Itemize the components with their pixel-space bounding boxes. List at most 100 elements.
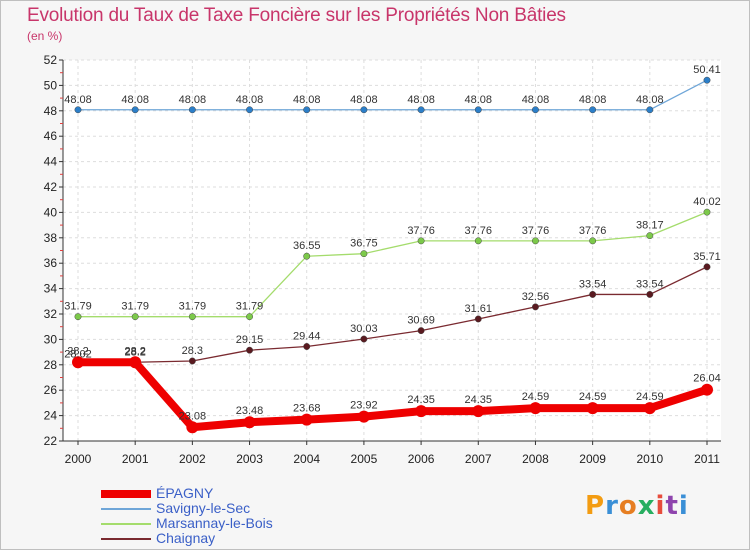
y-tick-label: 38 — [44, 231, 58, 245]
data-label: 48.08 — [293, 94, 321, 106]
data-point — [701, 383, 713, 396]
data-label: 24.59 — [522, 391, 550, 403]
y-tick-label: 30 — [44, 332, 58, 346]
data-point — [246, 346, 253, 354]
proxiti-logo[interactable]: Proxiti — [585, 491, 689, 521]
data-label: 48.08 — [636, 94, 664, 106]
x-tick-label: 2000 — [65, 452, 92, 466]
data-point — [474, 315, 482, 323]
data-label: 31.79 — [236, 301, 264, 313]
data-point — [589, 237, 597, 245]
data-point — [589, 106, 597, 114]
data-label: 31.79 — [121, 301, 149, 313]
data-point — [703, 208, 711, 216]
grid-lines — [63, 59, 721, 442]
data-label: 24.59 — [636, 391, 664, 403]
series-line-3 — [77, 266, 708, 366]
legend-swatch — [101, 538, 151, 540]
logo-letter: o — [618, 491, 638, 521]
data-point — [586, 402, 599, 415]
logo-letter: i — [655, 491, 666, 521]
y-tick-label: 40 — [44, 205, 58, 219]
data-point — [589, 290, 597, 298]
legend-label: Savigny-le-Sec — [156, 500, 251, 516]
data-point — [532, 237, 539, 245]
y-tick-label: 34 — [44, 282, 58, 296]
data-point — [186, 421, 199, 434]
y-tick-label: 42 — [44, 180, 58, 194]
data-point — [643, 402, 656, 415]
plot-area — [63, 60, 721, 441]
data-point — [243, 416, 256, 429]
data-label: 26.04 — [693, 373, 721, 385]
data-label: 48.08 — [64, 94, 92, 106]
data-point — [646, 106, 654, 114]
y-tick-label: 26 — [44, 383, 58, 397]
data-label: 48.08 — [179, 94, 207, 106]
data-label: 36.55 — [293, 240, 321, 252]
data-point — [303, 343, 311, 350]
data-label: 24.35 — [407, 394, 435, 406]
legend-label: ÉPAGNY — [156, 485, 214, 501]
data-label: 23.08 — [179, 410, 207, 422]
data-label: 38.17 — [636, 220, 664, 232]
data-label: 28.2 — [124, 345, 145, 357]
y-tick-label: 46 — [44, 129, 58, 143]
data-label: 28.2 — [67, 345, 88, 357]
x-tick-label: 2004 — [293, 452, 320, 466]
data-point — [532, 106, 539, 114]
data-point — [246, 313, 253, 321]
legend-label: Marsannay-le-Bois — [156, 515, 273, 531]
x-tick-label: 2002 — [179, 452, 206, 466]
data-label: 31.79 — [179, 301, 207, 313]
data-label: 48.08 — [465, 94, 493, 106]
data-point — [703, 76, 711, 84]
data-point — [188, 313, 196, 321]
data-label: 48.08 — [236, 94, 264, 106]
y-tick-label: 24 — [44, 409, 58, 423]
y-tick-label: 36 — [44, 256, 58, 270]
data-label: 37.76 — [465, 225, 493, 237]
legend-label: Chaignay — [156, 530, 216, 546]
data-label: 33.54 — [579, 278, 607, 290]
x-tick-label: 2011 — [694, 452, 720, 466]
y-tick-label: 48 — [44, 104, 58, 118]
data-point — [417, 237, 425, 245]
x-tick-label: 2006 — [408, 452, 435, 466]
data-label: 24.59 — [579, 391, 607, 403]
data-point — [646, 232, 654, 240]
data-label: 32.56 — [522, 291, 550, 303]
y-tick-label: 50 — [44, 78, 58, 92]
logo-letter: t — [665, 491, 679, 521]
data-point — [360, 250, 368, 258]
data-point — [646, 290, 654, 298]
y-tick-label: 32 — [44, 307, 58, 321]
data-point — [131, 313, 139, 321]
y-tick-label: 44 — [44, 155, 58, 169]
data-label: 28.2 — [124, 346, 145, 358]
logo-letter: P — [585, 491, 606, 521]
chart-title: Evolution du Taux de Taxe Foncière sur l… — [27, 5, 566, 26]
data-point — [357, 410, 370, 423]
data-point — [417, 327, 425, 335]
data-label: 50.41 — [693, 64, 721, 76]
series-line-2 — [78, 211, 708, 318]
chart-subtitle: (en %) — [27, 29, 63, 43]
y-tick-label: 22 — [44, 434, 58, 448]
logo-letter: r — [605, 491, 619, 521]
data-point — [532, 303, 539, 311]
data-label: 23.68 — [293, 403, 321, 415]
data-label: 37.76 — [579, 225, 607, 237]
data-label: 31.79 — [64, 301, 92, 313]
x-tick-label: 2005 — [351, 452, 378, 466]
x-axis-ticks: 2000 2001 2002 2003 2004 2005 2006 2007 2008 2009… — [65, 441, 720, 466]
series-lines — [72, 76, 713, 434]
data-point — [415, 405, 428, 418]
data-label: 48.08 — [407, 94, 435, 106]
data-point — [303, 252, 311, 260]
data-label: 48.08 — [121, 94, 149, 106]
x-tick-label: 2007 — [465, 452, 492, 466]
data-labels: 28.2 28.2 23.08 23.48 23.68 23.92 24.35 24.35 24… — [64, 64, 721, 422]
